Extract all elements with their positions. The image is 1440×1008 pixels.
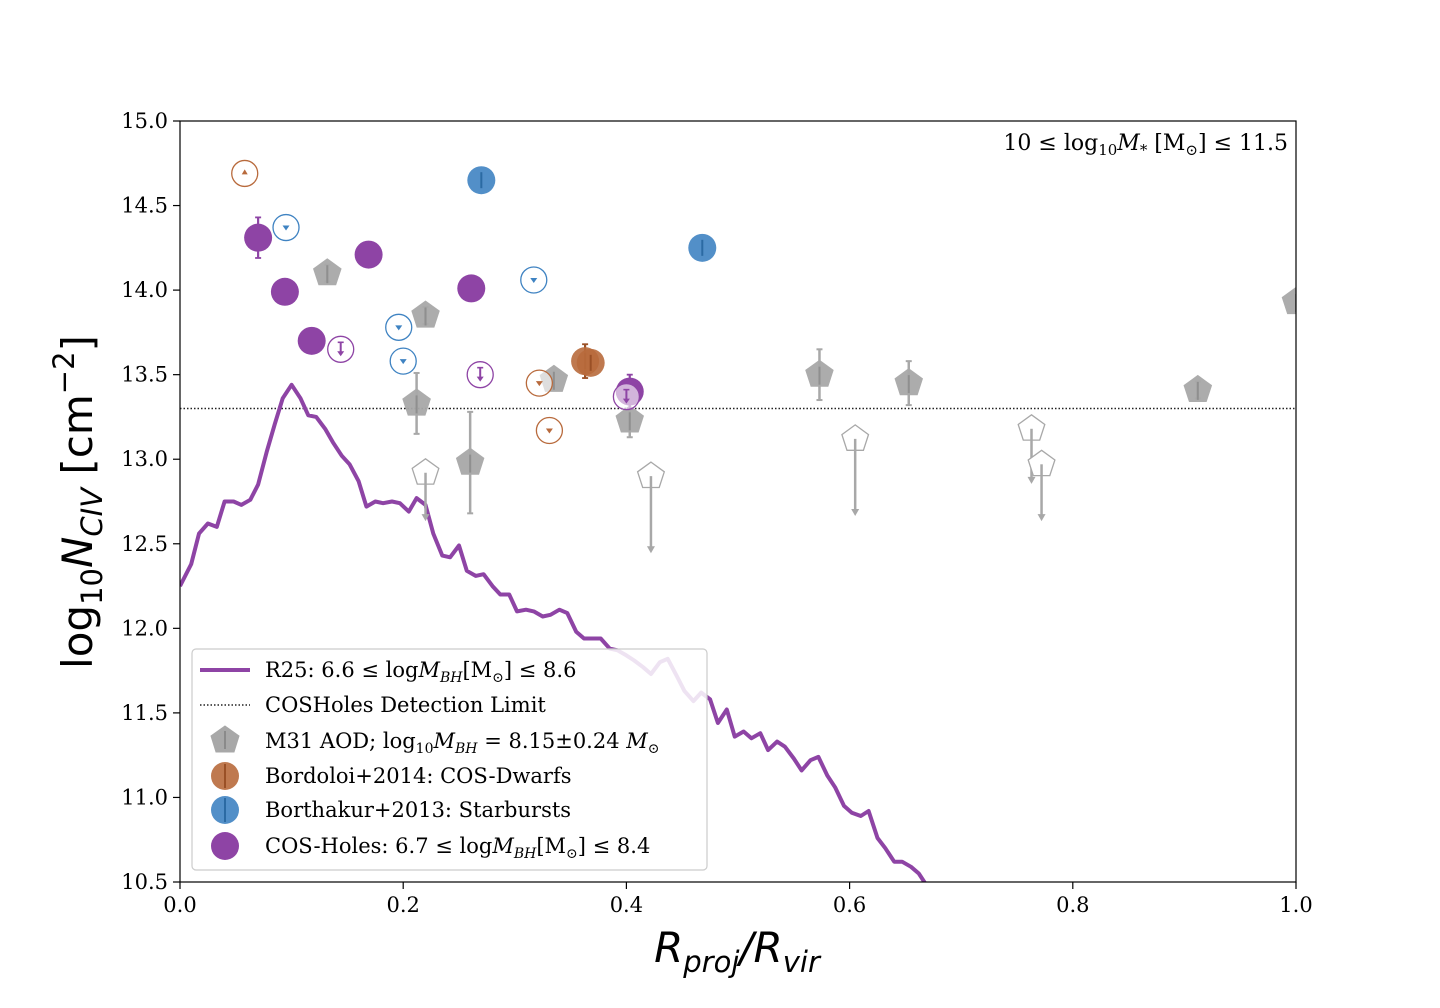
m31-aod-point [636, 461, 666, 554]
borthakur-2013-point [520, 266, 548, 294]
borthakur-2013-point [272, 213, 300, 242]
bordoloi-2014-point [231, 159, 259, 188]
y-tick-label: 15.0 [121, 109, 168, 133]
y-tick-label: 12.0 [121, 616, 168, 640]
m31-aod-point [402, 371, 431, 435]
cos-holes-point [354, 240, 383, 269]
m31-aod-point [411, 300, 440, 328]
legend: R25: 6.6 ≤ logMBH[M⊙] ≤ 8.6 COSHoles Det… [191, 648, 708, 871]
borthakur-2013-point [467, 166, 496, 195]
m31-aod-point [1281, 286, 1296, 315]
legend-label-borthakur: Borthakur+2013: Starbursts [265, 798, 571, 822]
data-layer [180, 159, 1296, 882]
cos-holes-point [466, 361, 494, 389]
m31-aod-point [313, 258, 342, 286]
y-axis-label: log10NCIV [cm−2] [47, 335, 109, 669]
cos-holes-point [457, 274, 486, 303]
m31-aod-point [841, 424, 870, 517]
borthakur-2013-point [688, 233, 717, 262]
m31-aod-point [1183, 374, 1213, 402]
borthakur-2013-point [385, 313, 413, 341]
borthakur-2013-point [389, 347, 417, 375]
cos-holes-point [270, 277, 299, 306]
r25-profile-line [180, 382, 927, 882]
bordoloi-2014-point [535, 416, 564, 445]
x-tick-label: 0.8 [1056, 893, 1089, 917]
cos-holes-point [297, 326, 326, 355]
x-tick-label: 0.0 [163, 893, 196, 917]
x-tick-label: 0.4 [610, 893, 643, 917]
legend-swatch-cos-holes [211, 832, 239, 860]
legend-label-r25: R25: 6.6 ≤ logMBH[M⊙] ≤ 8.6 [265, 658, 576, 686]
y-tick-label: 14.5 [121, 194, 168, 218]
legend-label-detection-limit: COSHoles Detection Limit [265, 693, 546, 717]
cos-holes-point [244, 216, 273, 259]
x-axis: 0.0 0.2 0.4 0.6 0.8 1.0 [163, 882, 1313, 917]
legend-swatch-bordoloi [211, 762, 239, 790]
bordoloi-2014-point [525, 369, 554, 397]
bordoloi-2014-point [576, 348, 605, 377]
cos-holes-point [327, 335, 355, 363]
y-tick-label: 11.0 [121, 785, 168, 809]
y-tick-label: 13.5 [121, 363, 168, 387]
y-tick-label: 11.5 [121, 701, 168, 725]
mass-range-annotation: 10 ≤ log10M* [M⊙] ≤ 11.5 [1003, 131, 1288, 159]
legend-swatch-borthakur [211, 796, 239, 824]
x-tick-label: 0.2 [386, 893, 419, 917]
y-tick-label: 10.5 [121, 870, 168, 894]
cos-holes-point [612, 383, 641, 411]
x-tick-label: 1.0 [1279, 893, 1312, 917]
m31-aod-point [1027, 449, 1056, 522]
y-tick-label: 14.0 [121, 278, 168, 302]
legend-label-m31: M31 AOD; log10MBH = 8.15±0.24 M⊙ [265, 729, 660, 757]
plot-frame [179, 120, 1297, 883]
m31-aod-point [894, 360, 923, 407]
legend-box [191, 648, 708, 871]
y-tick-label: 12.5 [121, 532, 168, 556]
y-tick-label: 13.0 [121, 447, 168, 471]
legend-label-bordoloi: Bordoloi+2014: COS-Dwarfs [265, 764, 572, 788]
x-axis-label: Rproj/Rvir [654, 923, 822, 979]
x-tick-label: 0.6 [833, 893, 866, 917]
y-axis: 10.5 11.0 11.5 12.0 12.5 13.0 13.5 14.0 14.5 15.0 [121, 109, 180, 894]
m31-aod-point [411, 457, 440, 522]
m31-aod-point [455, 410, 485, 515]
m31-aod-point [805, 348, 834, 402]
legend-swatch-m31 [210, 725, 240, 753]
legend-label-cos-holes: COS-Holes: 6.7 ≤ logMBH[M⊙] ≤ 8.4 [265, 834, 650, 862]
